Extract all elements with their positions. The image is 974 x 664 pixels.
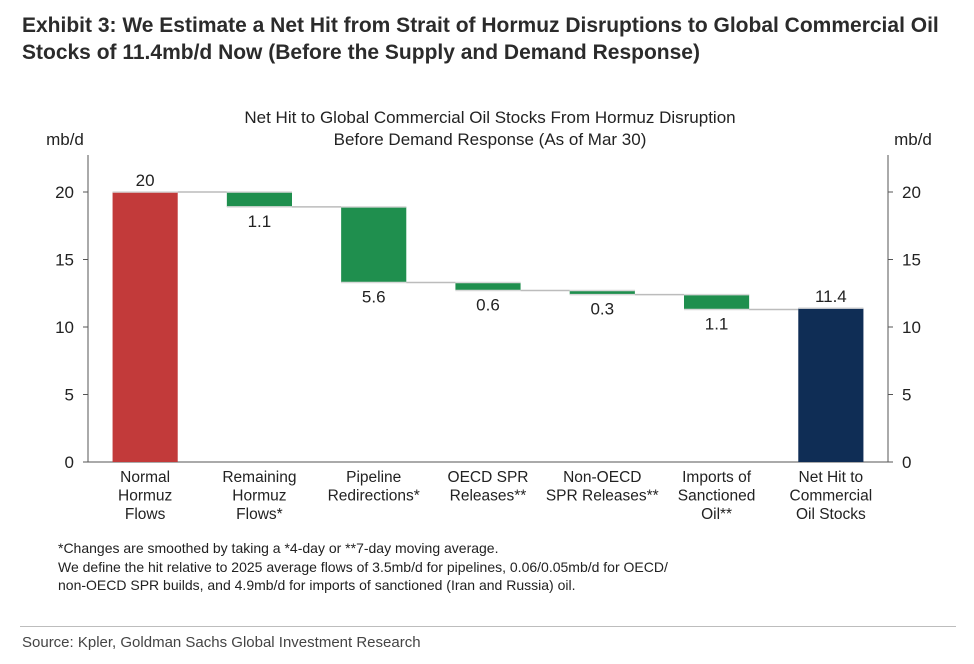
x-category-label: Redirections* (328, 488, 420, 505)
y-tick-label-left: 20 (55, 183, 74, 202)
waterfall-chart: Net Hit to Global Commercial Oil Stocks … (46, 108, 932, 523)
y-tick-label-left: 15 (55, 251, 74, 270)
bar-value-label: 0.3 (590, 300, 614, 319)
source-note: Source: Kpler, Goldman Sachs Global Inve… (22, 634, 421, 651)
x-category-label: OECD SPR (448, 469, 529, 486)
y-tick-label-right: 20 (902, 183, 921, 202)
x-category-label: Normal (120, 469, 170, 486)
y-axis-label-right: mb/d (894, 130, 932, 149)
bar-3 (341, 206, 407, 283)
bar-value-label: 5.6 (362, 287, 386, 306)
x-category-label: Commercial (790, 488, 873, 505)
x-category-label: Non-OECD (563, 469, 641, 486)
bar-value-label: 1.1 (705, 314, 729, 333)
y-tick-label-right: 5 (902, 386, 911, 405)
x-category-label: Imports of (682, 469, 752, 486)
bar-value-label: 20 (136, 171, 155, 190)
bar-5 (569, 290, 635, 295)
plot-area: 0 0 5 5 10 10 15 15 20 20 20 1.1 5.6 0.6 0.3 1.1 11.4 Nor… (55, 155, 921, 523)
x-category-label: Hormuz (118, 488, 172, 505)
y-tick-label-right: 15 (902, 251, 921, 270)
x-category-label: Flows* (236, 506, 283, 523)
x-category-label: SPR Releases** (546, 488, 659, 505)
x-category-label: Pipeline (346, 469, 401, 486)
y-axis-label-left: mb/d (46, 130, 84, 149)
exhibit-title: Exhibit 3: We Estimate a Net Hit from St… (22, 12, 962, 66)
chart-title-line-1: Net Hit to Global Commercial Oil Stocks … (244, 108, 735, 127)
x-category-label: Oil Stocks (796, 506, 866, 523)
y-tick-label-left: 5 (65, 386, 74, 405)
y-tick-label-left: 0 (65, 453, 74, 472)
bar-2 (226, 192, 292, 207)
bar-4 (455, 282, 521, 291)
x-category-label: Remaining (222, 469, 296, 486)
footnote-line-2: We define the hit relative to 2025 avera… (58, 559, 668, 575)
bar-value-label: 1.1 (248, 212, 272, 231)
exhibit-title-line-2: Stocks of 11.4mb/d Now (Before the Suppl… (22, 41, 700, 64)
bar-value-label: 0.6 (476, 296, 500, 315)
x-category-label: Net Hit to (799, 469, 864, 486)
divider-rule (20, 626, 956, 627)
x-category-label: Flows (125, 506, 166, 523)
y-tick-label-left: 10 (55, 318, 74, 337)
x-category-label: Releases** (450, 488, 527, 505)
footnote-line-1: *Changes are smoothed by taking a *4-day… (58, 540, 499, 556)
chart-title-line-2: Before Demand Response (As of Mar 30) (334, 130, 647, 149)
x-category-label: Sanctioned (678, 488, 756, 505)
bar-value-label: 11.4 (815, 287, 847, 306)
bar-7 (798, 308, 864, 462)
y-tick-label-right: 10 (902, 318, 921, 337)
bar-1 (112, 192, 178, 462)
y-tick-label-right: 0 (902, 453, 911, 472)
footnote-line-3: non-OECD SPR builds, and 4.9mb/d for imp… (58, 577, 576, 593)
x-category-label: Oil** (701, 506, 732, 523)
bar-6 (684, 294, 750, 310)
exhibit-title-line-1: Exhibit 3: We Estimate a Net Hit from St… (22, 14, 939, 37)
x-category-label: Hormuz (232, 488, 286, 505)
